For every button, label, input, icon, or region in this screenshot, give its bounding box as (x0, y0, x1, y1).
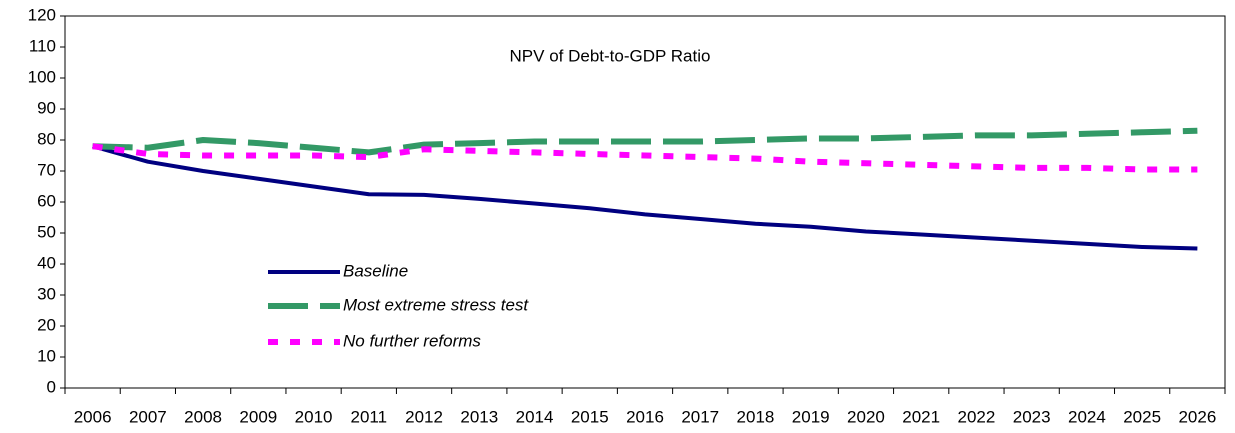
y-tick-label: 70 (37, 160, 56, 179)
y-tick-label: 100 (28, 67, 56, 86)
x-tick-label: 2013 (460, 407, 498, 426)
legend-label: No further reforms (343, 331, 481, 350)
y-tick-label: 110 (29, 36, 56, 55)
x-tick-label: 2022 (958, 407, 996, 426)
x-tick-label: 2023 (1013, 407, 1051, 426)
x-tick-label: 2009 (239, 407, 277, 426)
legend-label: Most extreme stress test (343, 295, 529, 314)
x-tick-label: 2007 (129, 407, 167, 426)
x-tick-label: 2026 (1178, 407, 1216, 426)
x-tick-label: 2018 (737, 407, 775, 426)
x-tick-label: 2012 (405, 407, 443, 426)
x-tick-label: 2010 (295, 407, 333, 426)
y-tick-label: 80 (37, 129, 56, 148)
y-tick-label: 40 (37, 253, 56, 272)
x-tick-label: 2021 (902, 407, 940, 426)
x-tick-label: 2025 (1123, 407, 1161, 426)
x-tick-label: 2016 (626, 407, 664, 426)
x-tick-label: 2017 (681, 407, 719, 426)
chart-title: NPV of Debt-to-GDP Ratio (510, 46, 711, 65)
series-line (92, 144, 1198, 251)
y-tick-label: 50 (37, 222, 56, 241)
x-tick-label: 2020 (847, 407, 885, 426)
series-line (92, 143, 1198, 173)
x-tick-label: 2006 (74, 407, 112, 426)
x-tick-label: 2011 (351, 407, 388, 426)
y-tick-label: 0 (47, 377, 56, 396)
y-tick-label: 90 (37, 98, 56, 117)
y-tick-label: 10 (37, 346, 56, 365)
y-tick-label: 120 (28, 5, 56, 24)
y-tick-label: 20 (37, 315, 56, 334)
x-tick-label: 2014 (516, 407, 554, 426)
series-line (92, 127, 1198, 156)
x-tick-label: 2015 (571, 407, 609, 426)
plot-frame (64, 15, 1226, 389)
x-tick-label: 2019 (792, 407, 830, 426)
x-tick-label: 2008 (184, 407, 222, 426)
y-tick-label: 60 (37, 191, 56, 210)
x-tick-label: 2024 (1068, 407, 1106, 426)
y-tick-label: 30 (37, 284, 56, 303)
legend-label: Baseline (343, 261, 408, 280)
